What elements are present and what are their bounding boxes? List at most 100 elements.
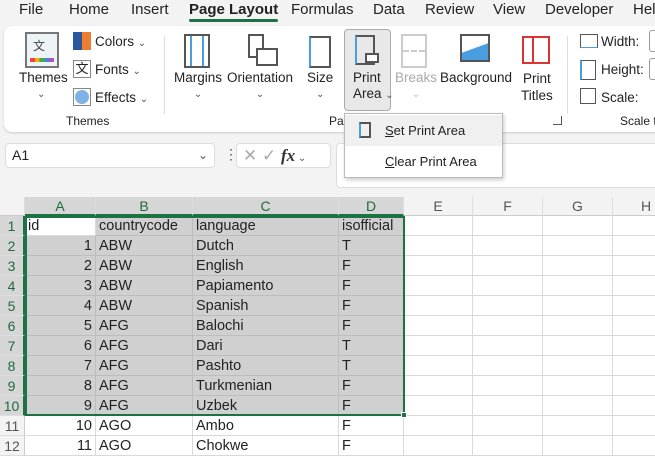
cell[interactable] bbox=[543, 356, 613, 376]
tab-review[interactable]: Review bbox=[425, 1, 475, 18]
cell[interactable] bbox=[613, 276, 655, 296]
cell[interactable] bbox=[543, 416, 613, 436]
cell[interactable]: T bbox=[339, 236, 404, 256]
cell[interactable] bbox=[473, 236, 543, 256]
cell[interactable]: T bbox=[339, 336, 404, 356]
cell[interactable]: F bbox=[339, 436, 404, 456]
cell[interactable] bbox=[543, 216, 613, 236]
cell[interactable]: Turkmenian bbox=[193, 376, 339, 396]
enter-icon[interactable]: ✓ bbox=[261, 146, 277, 165]
cell[interactable]: AFG bbox=[96, 336, 193, 356]
cell[interactable] bbox=[613, 316, 655, 336]
orientation-button[interactable]: Orientation ⌄ bbox=[227, 70, 294, 100]
cell[interactable] bbox=[613, 356, 655, 376]
cell[interactable]: 2 bbox=[25, 256, 96, 276]
cell[interactable]: ABW bbox=[96, 296, 193, 316]
cell[interactable]: Dari bbox=[193, 336, 339, 356]
effects-button[interactable]: Effects ⌄ bbox=[95, 90, 149, 105]
cell[interactable] bbox=[543, 236, 613, 256]
cell[interactable]: 3 bbox=[25, 276, 96, 296]
margins-button[interactable]: Margins ⌄ bbox=[174, 70, 223, 100]
cell[interactable]: English bbox=[193, 256, 339, 276]
cell[interactable] bbox=[543, 276, 613, 296]
column-header-H[interactable]: H bbox=[613, 197, 655, 216]
print-area-button[interactable]: Print Area ⌄ bbox=[344, 29, 394, 111]
cell[interactable]: 11 bbox=[25, 436, 96, 456]
cell[interactable] bbox=[613, 336, 655, 356]
cell[interactable]: 8 bbox=[25, 376, 96, 396]
themes-button[interactable]: Themes ⌄ bbox=[19, 70, 68, 100]
breaks-button[interactable]: Breaks ⌄ bbox=[395, 70, 438, 100]
cell[interactable] bbox=[473, 296, 543, 316]
cell[interactable] bbox=[473, 396, 543, 416]
cell[interactable] bbox=[613, 396, 655, 416]
cell[interactable]: AGO bbox=[96, 436, 193, 456]
row-header[interactable]: 12 bbox=[0, 436, 25, 456]
row-header[interactable]: 11 bbox=[0, 416, 25, 436]
cell[interactable] bbox=[543, 316, 613, 336]
cell[interactable] bbox=[613, 216, 655, 236]
name-box[interactable]: A1 ⌄ bbox=[5, 143, 215, 168]
cell[interactable] bbox=[473, 276, 543, 296]
cell[interactable] bbox=[543, 256, 613, 276]
cell[interactable]: Pashto bbox=[193, 356, 339, 376]
cell[interactable]: F bbox=[339, 256, 404, 276]
cell[interactable]: countrycode bbox=[96, 216, 193, 236]
fonts-button[interactable]: Fonts ⌄ bbox=[95, 62, 141, 77]
row-header[interactable]: 6 bbox=[0, 316, 25, 336]
column-header-F[interactable]: F bbox=[473, 197, 543, 216]
cell[interactable]: 9 bbox=[25, 396, 96, 416]
cancel-icon[interactable]: ✕ bbox=[243, 146, 258, 165]
cell[interactable]: F bbox=[339, 416, 404, 436]
set-print-area-item[interactable]: Set Print Area bbox=[345, 115, 502, 146]
cell[interactable] bbox=[404, 416, 473, 436]
cell[interactable]: AFG bbox=[96, 396, 193, 416]
column-header-E[interactable]: E bbox=[404, 197, 473, 216]
cell[interactable]: Chokwe bbox=[193, 436, 339, 456]
background-button[interactable]: Background bbox=[440, 70, 513, 85]
cell[interactable] bbox=[473, 216, 543, 236]
tab-hel[interactable]: Hel bbox=[633, 1, 655, 18]
cell[interactable] bbox=[613, 416, 655, 436]
cell[interactable]: AGO bbox=[96, 416, 193, 436]
row-header[interactable]: 7 bbox=[0, 336, 25, 356]
tab-file[interactable]: File bbox=[19, 1, 44, 18]
cell[interactable]: ABW bbox=[96, 256, 193, 276]
cell[interactable] bbox=[613, 296, 655, 316]
cell[interactable] bbox=[404, 356, 473, 376]
cell[interactable] bbox=[404, 256, 473, 276]
cell[interactable]: Spanish bbox=[193, 296, 339, 316]
cell[interactable] bbox=[543, 336, 613, 356]
width-select[interactable] bbox=[649, 30, 655, 52]
row-header[interactable]: 2 bbox=[0, 236, 25, 256]
cell[interactable]: AFG bbox=[96, 356, 193, 376]
cell[interactable]: ABW bbox=[96, 276, 193, 296]
cell[interactable] bbox=[473, 356, 543, 376]
page-setup-launcher-icon[interactable] bbox=[553, 116, 562, 125]
cell[interactable] bbox=[543, 436, 613, 456]
row-header[interactable]: 1 bbox=[0, 216, 25, 236]
row-header[interactable]: 8 bbox=[0, 356, 25, 376]
cell[interactable] bbox=[404, 276, 473, 296]
column-header-D[interactable]: D bbox=[339, 197, 404, 216]
column-header-A[interactable]: A bbox=[25, 197, 96, 216]
cell[interactable]: ABW bbox=[96, 236, 193, 256]
cell[interactable] bbox=[404, 236, 473, 256]
cell[interactable] bbox=[404, 436, 473, 456]
clear-print-area-item[interactable]: Clear Print Area bbox=[385, 154, 477, 169]
cell[interactable]: F bbox=[339, 316, 404, 336]
fill-handle[interactable] bbox=[401, 412, 407, 418]
cell[interactable]: 10 bbox=[25, 416, 96, 436]
cell[interactable]: 5 bbox=[25, 316, 96, 336]
cell[interactable]: F bbox=[339, 296, 404, 316]
cell[interactable] bbox=[404, 216, 473, 236]
cell[interactable] bbox=[613, 376, 655, 396]
cell[interactable] bbox=[543, 396, 613, 416]
cell[interactable]: F bbox=[339, 276, 404, 296]
cell[interactable] bbox=[613, 436, 655, 456]
size-button[interactable]: Size ⌄ bbox=[307, 70, 334, 100]
cell[interactable] bbox=[613, 236, 655, 256]
tab-home[interactable]: Home bbox=[69, 1, 110, 18]
cell[interactable] bbox=[543, 376, 613, 396]
cell[interactable] bbox=[473, 256, 543, 276]
